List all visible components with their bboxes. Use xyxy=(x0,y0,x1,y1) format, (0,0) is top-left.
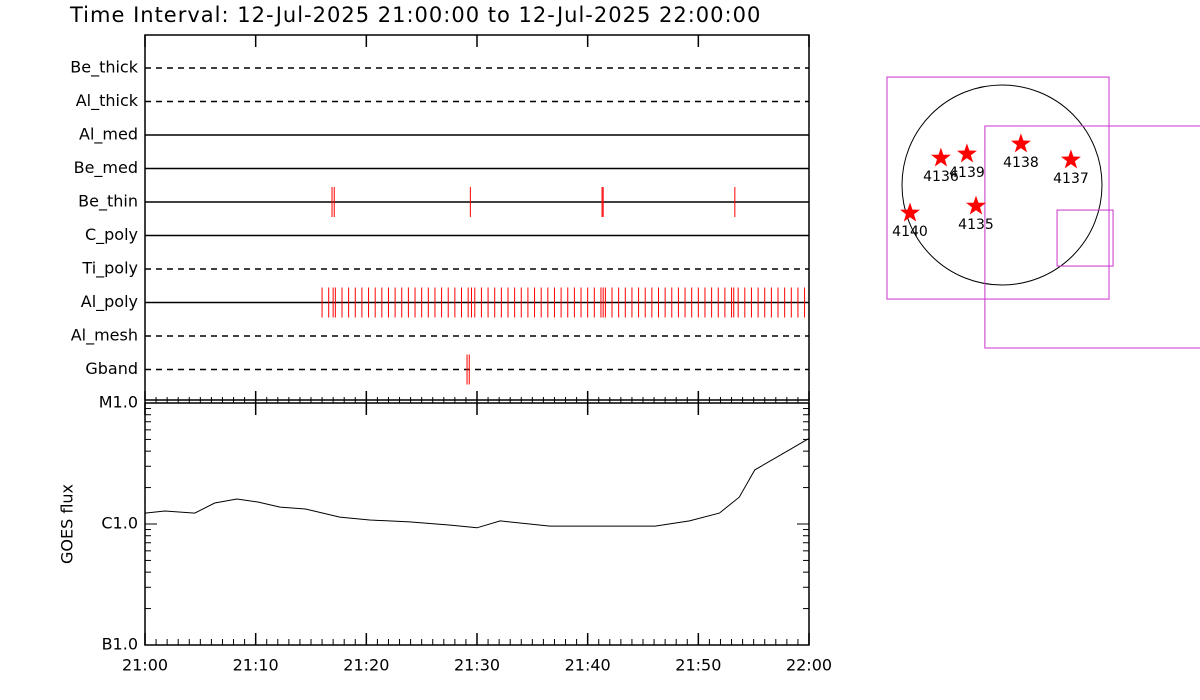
active-region-marker xyxy=(900,202,920,222)
filter-label: Al_thick xyxy=(76,91,139,111)
filter-label: Be_thin xyxy=(78,192,138,212)
x-tick-label: 21:20 xyxy=(343,656,389,675)
solar-disk xyxy=(901,84,1103,286)
active-region-label: 4138 xyxy=(1003,155,1039,171)
x-tick-label: 21:40 xyxy=(565,656,611,675)
filter-label: Al_poly xyxy=(81,292,138,312)
active-region-marker xyxy=(1011,133,1031,153)
plot-title: Time Interval: 12-Jul-2025 21:00:00 to 1… xyxy=(69,3,761,27)
y-tick-label: B1.0 xyxy=(102,635,138,654)
field-of-view xyxy=(1056,209,1114,267)
goes-frame xyxy=(144,402,810,646)
filter-label: Al_mesh xyxy=(71,326,138,346)
timeline-frame xyxy=(144,34,810,401)
x-tick-label: 22:00 xyxy=(786,656,832,675)
active-region-label: 4135 xyxy=(958,217,994,233)
active-region-label: 4137 xyxy=(1053,171,1089,187)
filter-label: Al_med xyxy=(79,125,138,145)
active-region-marker xyxy=(957,143,977,163)
active-region-marker xyxy=(966,195,986,215)
active-region-label: 4139 xyxy=(949,165,985,181)
x-tick-label: 21:50 xyxy=(675,656,721,675)
filter-label: Ti_poly xyxy=(81,259,138,279)
y-tick-label: M1.0 xyxy=(99,393,138,412)
filter-label: Be_thick xyxy=(70,58,138,78)
field-of-view xyxy=(984,125,1200,349)
x-tick-label: 21:00 xyxy=(122,656,168,675)
active-region-marker xyxy=(1061,149,1081,169)
active-region-label: 4140 xyxy=(892,224,928,240)
active-region-label: 4136 xyxy=(923,169,959,185)
goes-curve xyxy=(144,437,810,529)
filter-label: C_poly xyxy=(85,225,138,245)
y-tick-label: C1.0 xyxy=(101,514,138,533)
x-tick-label: 21:30 xyxy=(454,656,500,675)
x-tick-label: 21:10 xyxy=(233,656,279,675)
field-of-view xyxy=(886,76,1110,300)
filter-label: Gband xyxy=(85,359,138,378)
y-axis-label: GOES flux xyxy=(58,484,77,564)
active-region-marker xyxy=(931,147,951,167)
filter-label: Be_med xyxy=(74,158,138,178)
